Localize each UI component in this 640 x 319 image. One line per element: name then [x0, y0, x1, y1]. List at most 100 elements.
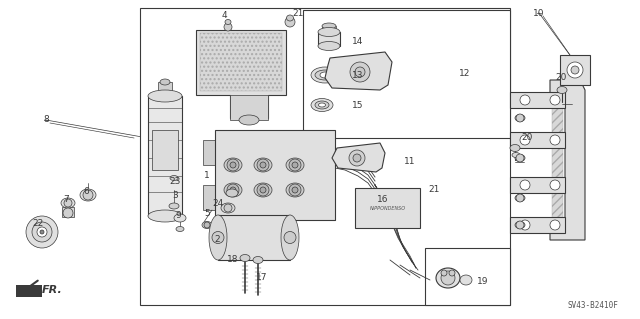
Bar: [203, 140, 215, 165]
Ellipse shape: [253, 256, 263, 263]
Bar: [16, 285, 42, 297]
Polygon shape: [325, 52, 392, 90]
Circle shape: [260, 187, 266, 193]
Circle shape: [449, 270, 455, 276]
Bar: [303, 10, 510, 138]
Bar: [140, 8, 510, 305]
Ellipse shape: [286, 158, 304, 172]
Ellipse shape: [515, 115, 525, 122]
Circle shape: [285, 17, 295, 27]
Circle shape: [550, 180, 560, 190]
Polygon shape: [332, 143, 385, 172]
Ellipse shape: [319, 103, 326, 107]
Ellipse shape: [515, 221, 525, 228]
Text: 13: 13: [352, 70, 364, 79]
Text: 7: 7: [63, 195, 69, 204]
Bar: [158, 82, 172, 96]
Text: 19: 19: [477, 278, 489, 286]
Ellipse shape: [225, 19, 231, 25]
Ellipse shape: [174, 214, 186, 222]
Text: 24: 24: [212, 199, 223, 209]
Ellipse shape: [170, 175, 178, 181]
Text: 20: 20: [522, 133, 532, 143]
Circle shape: [37, 227, 47, 237]
Ellipse shape: [239, 115, 259, 125]
Circle shape: [441, 271, 455, 285]
Text: 21: 21: [292, 10, 304, 19]
Text: SV43-B2410F: SV43-B2410F: [567, 301, 618, 310]
Text: 23: 23: [170, 177, 180, 187]
Circle shape: [227, 159, 239, 171]
Ellipse shape: [515, 195, 525, 202]
Bar: [552, 102, 563, 218]
Text: 3: 3: [172, 191, 178, 201]
Bar: [510, 177, 565, 193]
Text: 10: 10: [533, 9, 545, 18]
Text: FR.: FR.: [42, 285, 63, 295]
Circle shape: [289, 184, 301, 196]
Text: 20: 20: [556, 73, 566, 83]
Bar: [318, 32, 340, 46]
Circle shape: [64, 199, 72, 207]
Circle shape: [284, 232, 296, 243]
Ellipse shape: [202, 221, 212, 228]
Ellipse shape: [315, 70, 335, 80]
Circle shape: [40, 230, 44, 234]
Circle shape: [516, 221, 524, 229]
Circle shape: [26, 216, 58, 248]
Ellipse shape: [224, 183, 242, 197]
Ellipse shape: [322, 23, 336, 29]
Ellipse shape: [61, 198, 75, 208]
Text: 1: 1: [204, 172, 210, 181]
Ellipse shape: [226, 189, 238, 197]
Circle shape: [520, 220, 530, 230]
Text: 18: 18: [227, 256, 239, 264]
Circle shape: [292, 187, 298, 193]
Bar: [218, 215, 290, 260]
Circle shape: [520, 95, 530, 105]
Ellipse shape: [315, 101, 329, 109]
Text: 12: 12: [460, 69, 470, 78]
Circle shape: [441, 270, 447, 276]
Ellipse shape: [148, 210, 182, 222]
Bar: [510, 92, 565, 108]
Circle shape: [292, 162, 298, 168]
Circle shape: [516, 114, 524, 122]
Ellipse shape: [318, 41, 340, 50]
Text: 22: 22: [33, 219, 44, 228]
Bar: [148, 96, 182, 216]
Ellipse shape: [80, 189, 96, 201]
Bar: [215, 130, 335, 220]
Bar: [200, 33, 282, 91]
Bar: [322, 26, 336, 34]
Ellipse shape: [311, 99, 333, 112]
Bar: [355, 188, 420, 228]
Text: 16: 16: [377, 196, 388, 204]
Circle shape: [349, 150, 365, 166]
Circle shape: [83, 190, 93, 200]
Ellipse shape: [148, 90, 182, 102]
Ellipse shape: [281, 215, 299, 260]
Circle shape: [257, 159, 269, 171]
Bar: [425, 248, 510, 305]
Circle shape: [350, 62, 370, 82]
Ellipse shape: [254, 183, 272, 197]
Circle shape: [516, 154, 524, 162]
Circle shape: [550, 135, 560, 145]
Bar: [560, 55, 590, 85]
Ellipse shape: [320, 72, 330, 78]
Circle shape: [355, 67, 365, 77]
Ellipse shape: [287, 15, 294, 21]
Ellipse shape: [510, 145, 520, 152]
Circle shape: [227, 184, 239, 196]
Text: 17: 17: [256, 273, 268, 283]
Bar: [62, 207, 74, 217]
Ellipse shape: [240, 255, 250, 262]
Text: 14: 14: [352, 38, 364, 47]
Circle shape: [520, 135, 530, 145]
Circle shape: [32, 222, 52, 242]
Ellipse shape: [169, 203, 179, 209]
Circle shape: [230, 162, 236, 168]
Bar: [220, 135, 330, 155]
Ellipse shape: [460, 275, 472, 285]
